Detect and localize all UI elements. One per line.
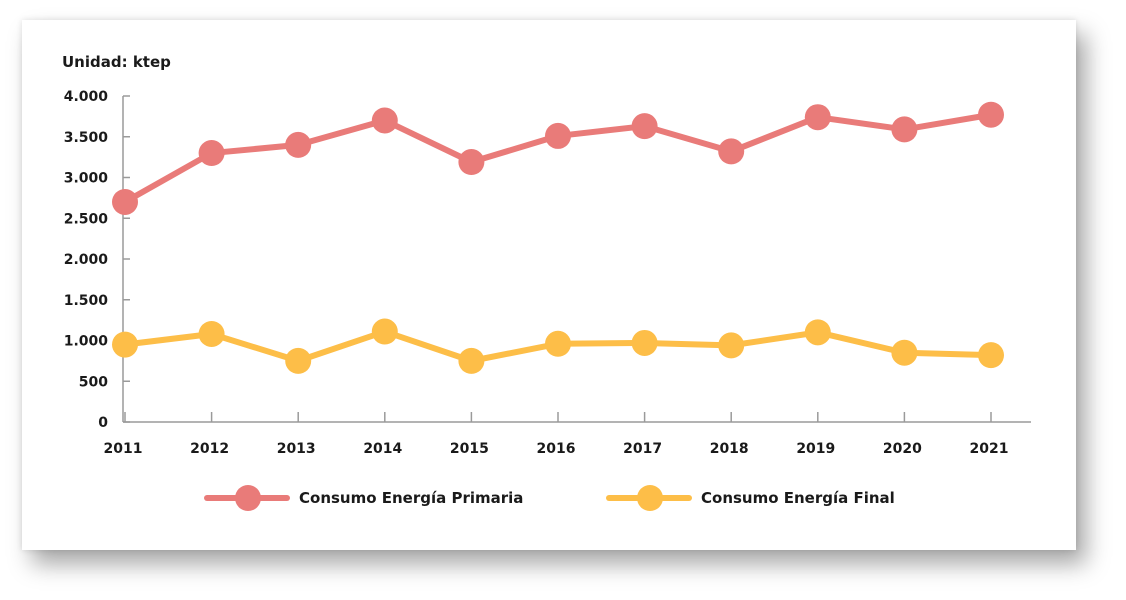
legend-label: Consumo Energía Final	[701, 489, 895, 507]
data-point	[718, 138, 745, 165]
axes: 0 500 1.000 1.500 2.000 2.500 3.000 3.500 4.000 2…	[64, 89, 1031, 457]
x-tick-label: 2016	[537, 441, 576, 457]
data-point	[978, 101, 1004, 128]
legend-item: Consumo Energía Final	[606, 485, 895, 511]
series-layer	[112, 101, 1004, 374]
data-point	[891, 116, 918, 143]
data-point	[718, 332, 745, 359]
x-tick-label: 2021	[970, 441, 1009, 457]
data-point	[198, 320, 225, 347]
data-point	[285, 131, 312, 158]
y-tick-label: 4.000	[64, 89, 109, 105]
y-tick-label: 0	[98, 415, 108, 431]
y-tick-label: 2.500	[64, 211, 109, 227]
x-tick-label: 2018	[710, 441, 749, 457]
y-tick-label: 2.000	[64, 252, 109, 268]
legend-marker	[235, 485, 261, 511]
data-point	[545, 330, 571, 357]
data-point	[198, 140, 225, 167]
y-tick-label: 3.500	[64, 130, 109, 146]
data-point	[112, 188, 138, 215]
x-tick-label: 2019	[796, 441, 835, 457]
data-point	[112, 331, 138, 358]
series-2	[112, 318, 1004, 374]
data-point	[631, 113, 658, 140]
legend-marker	[637, 485, 663, 511]
data-point	[458, 347, 485, 374]
data-point	[371, 318, 398, 345]
x-tick-label: 2017	[623, 441, 662, 457]
data-point	[285, 347, 312, 374]
legend: Consumo Energía Primaria Consumo Energía …	[204, 485, 895, 511]
chart-card: Unidad: ktep 0 500 1.000 1.500 2.000 2.500 3.0…	[22, 20, 1076, 550]
x-tick-label: 2015	[450, 441, 489, 457]
data-point	[891, 339, 918, 366]
x-tick-label: 2013	[277, 441, 316, 457]
data-point	[371, 107, 398, 134]
legend-label: Consumo Energía Primaria	[299, 489, 523, 507]
data-point	[978, 342, 1004, 369]
x-tick-label: 2014	[363, 441, 402, 457]
y-tick-label: 500	[79, 374, 108, 390]
y-tick-label: 1.500	[64, 293, 109, 309]
data-point	[545, 122, 571, 149]
x-tick-label: 2012	[190, 441, 229, 457]
y-tick-label: 3.000	[64, 171, 109, 187]
x-tick-label: 2020	[883, 441, 922, 457]
data-point	[458, 149, 485, 176]
unit-label: Unidad: ktep	[62, 53, 171, 71]
series-1	[112, 101, 1004, 215]
data-point	[804, 104, 831, 131]
x-tick-label: 2011	[104, 441, 143, 457]
legend-item: Consumo Energía Primaria	[204, 485, 523, 511]
line-chart: Unidad: ktep 0 500 1.000 1.500 2.000 2.500 3.0…	[62, 53, 1031, 511]
data-point	[631, 329, 658, 356]
data-point	[804, 319, 831, 346]
y-tick-label: 1.000	[64, 334, 109, 350]
